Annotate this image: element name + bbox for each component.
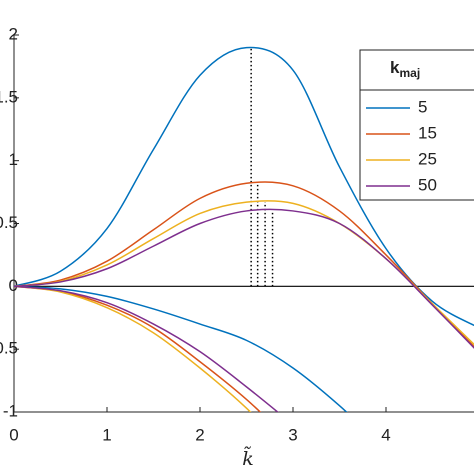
y-tick-label: -0.5: [0, 339, 18, 358]
legend-title: kmaj: [390, 58, 420, 80]
legend-box: [359, 49, 474, 201]
series-line: [14, 285, 252, 412]
x-tick-label: 4: [381, 425, 390, 444]
x-tick-label: 3: [288, 425, 297, 444]
series-line: [14, 285, 262, 412]
series-line: [14, 181, 474, 348]
series-line: [14, 208, 474, 349]
y-tick-label: 0.5: [0, 213, 18, 232]
y-tick-label: 0: [9, 276, 18, 295]
legend-label: 5: [418, 97, 427, 116]
x-tick-label: 2: [195, 425, 204, 444]
legend-label: 25: [418, 149, 437, 168]
legend-label: 50: [418, 175, 437, 194]
legend-label: 15: [418, 123, 437, 142]
legend: kmaj 5 15 25 50: [359, 49, 474, 201]
series-line: [14, 46, 474, 327]
series-line: [14, 285, 348, 412]
x-tick-label: 0: [9, 425, 18, 444]
y-tick-label: 1.5: [0, 87, 18, 106]
y-tick-label: 2: [9, 24, 18, 43]
x-tick-label: 1: [102, 425, 111, 444]
y-tick-label: 1: [9, 150, 18, 169]
plot-area: [14, 46, 474, 412]
y-tick-label: -1: [3, 401, 18, 420]
series-line: [14, 285, 279, 412]
legend-title-sub: maj: [399, 66, 420, 80]
x-axis-label: k̃: [242, 447, 254, 470]
legend-title-main: k: [390, 58, 400, 77]
